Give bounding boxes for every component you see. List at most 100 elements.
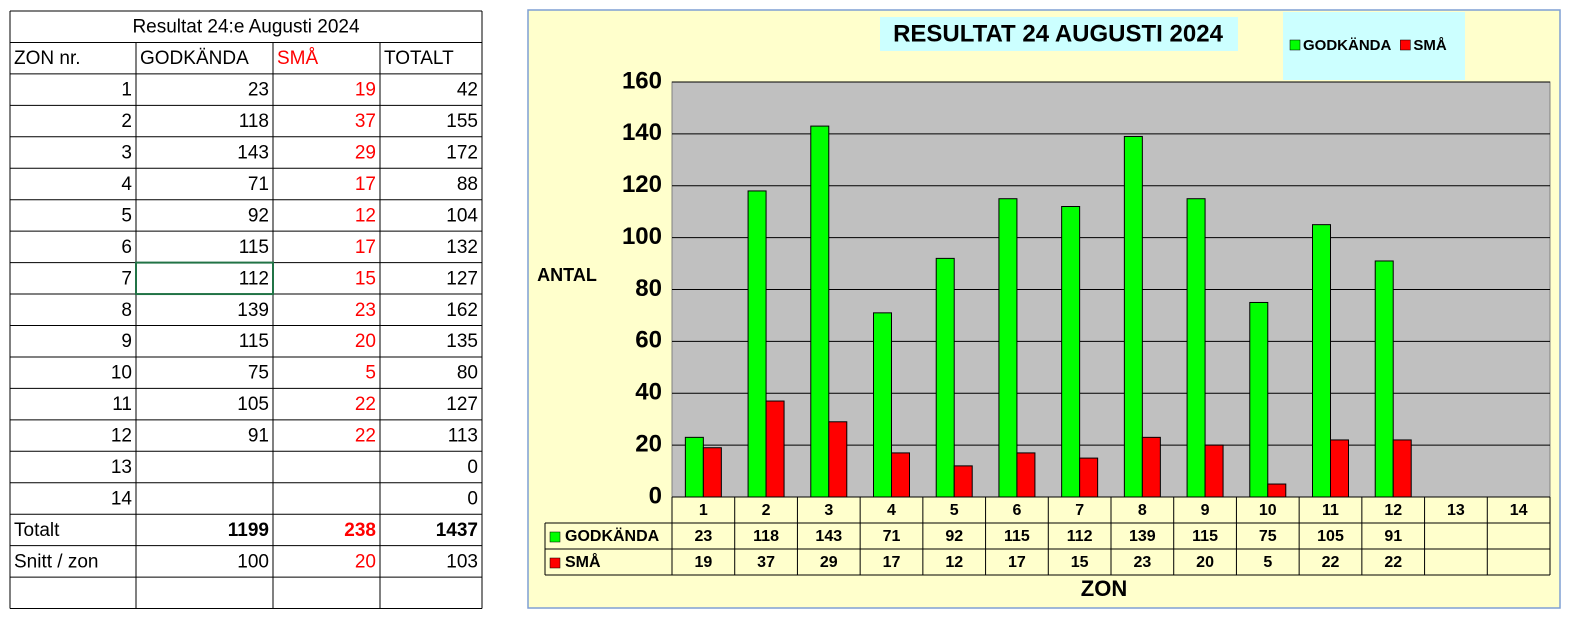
cell-value: 71	[248, 174, 269, 195]
data-label: 75	[1259, 528, 1277, 545]
bar	[1374, 260, 1394, 498]
cell-value: 132	[446, 237, 478, 258]
y-axis-label: ANTAL	[537, 265, 597, 285]
legend-label: SMÅ	[1413, 37, 1447, 54]
bar	[873, 312, 892, 498]
cell-value: 104	[446, 205, 478, 226]
data-label: 71	[883, 528, 901, 545]
cell-value: 10	[111, 363, 132, 384]
cell-value: 8	[121, 300, 132, 321]
bar	[1204, 444, 1224, 498]
cell-value: 20	[355, 331, 376, 352]
cell-value: 42	[457, 80, 478, 101]
bar	[891, 452, 910, 498]
data-label: 112	[1067, 528, 1093, 545]
cell-value: 135	[446, 331, 478, 352]
row-label: Totalt	[14, 520, 60, 541]
y-tick-label: 40	[635, 379, 662, 406]
cell-value: 127	[446, 268, 478, 289]
x-tick-label: 8	[1138, 502, 1147, 519]
bar	[747, 190, 767, 498]
data-label: 118	[753, 528, 779, 545]
x-tick-label: 5	[950, 502, 959, 519]
cell-value: 103	[446, 551, 478, 572]
bar	[1267, 483, 1287, 498]
cell-value: 23	[248, 80, 269, 101]
x-tick-label: 11	[1322, 502, 1339, 519]
legend-key	[1289, 39, 1301, 51]
legend-label: SMÅ	[565, 552, 601, 571]
column-header: SMÅ	[277, 48, 319, 69]
data-label: 105	[1317, 528, 1344, 545]
bar	[684, 436, 704, 498]
y-tick-label: 60	[635, 327, 662, 354]
x-tick-label: 14	[1510, 502, 1528, 519]
bar	[1123, 135, 1143, 498]
bar	[810, 125, 830, 498]
cell-value: 23	[355, 300, 376, 321]
cell-value: 5	[121, 205, 132, 226]
x-tick-label: 13	[1447, 502, 1465, 519]
y-tick-label: 20	[635, 430, 662, 457]
bar	[953, 465, 973, 498]
column-header: TOTALT	[384, 48, 454, 69]
cell-value: 238	[344, 520, 376, 541]
x-tick-label: 7	[1075, 502, 1084, 519]
cell-value: 172	[446, 143, 478, 164]
cell-value: 22	[355, 394, 376, 415]
cell-value: 20	[355, 551, 376, 572]
cell-value: 1199	[228, 520, 269, 541]
bar	[1141, 436, 1161, 498]
x-tick-label: 6	[1012, 502, 1021, 519]
cell-value: 12	[355, 205, 376, 226]
bar	[1061, 206, 1081, 498]
cell-value: 4	[121, 174, 132, 195]
data-label: 5	[1263, 554, 1272, 571]
data-label: 23	[694, 528, 712, 545]
bar	[828, 421, 848, 498]
bar	[765, 400, 785, 498]
cell-value: 17	[355, 174, 376, 195]
cell-value: 112	[239, 268, 269, 289]
x-tick-label: 1	[699, 502, 708, 519]
y-tick-label: 160	[622, 67, 662, 94]
cell-value: 115	[239, 331, 269, 352]
cell-value: 155	[446, 111, 478, 132]
data-label: 115	[1192, 528, 1218, 545]
selected-cell	[135, 261, 274, 296]
cell-value: 22	[355, 426, 376, 447]
cell-value: 17	[355, 237, 376, 258]
cell-value: 100	[237, 551, 269, 572]
bar	[1312, 224, 1331, 498]
cell-value: 127	[446, 394, 478, 415]
bar	[1186, 198, 1206, 498]
data-label: 92	[945, 528, 963, 545]
cell-value: 115	[239, 237, 269, 258]
data-label: 12	[945, 554, 963, 571]
table-title: Resultat 24:e Augusti 2024	[132, 17, 360, 38]
bar	[935, 257, 955, 498]
bar	[1392, 439, 1412, 498]
cell-value: 80	[457, 363, 478, 384]
data-label: 17	[883, 554, 901, 571]
data-label: 15	[1071, 554, 1089, 571]
cell-value: 3	[121, 143, 132, 164]
data-label: 17	[1008, 554, 1026, 571]
bar	[1249, 301, 1269, 498]
cell-value: 118	[239, 111, 269, 132]
legend-box	[1283, 12, 1465, 80]
cell-value: 15	[355, 268, 376, 289]
cell-value: 75	[248, 363, 269, 384]
data-label: 29	[820, 554, 838, 571]
cell-value: 139	[237, 300, 269, 321]
legend-label: GODKÄNDA	[565, 527, 660, 545]
chart-title: RESULTAT 24 AUGUSTI 2024	[893, 20, 1224, 47]
data-label: 20	[1196, 554, 1214, 571]
cell-value: 1437	[436, 520, 478, 541]
y-tick-label: 0	[649, 482, 662, 509]
x-tick-label: 4	[887, 502, 896, 519]
x-tick-label: 9	[1201, 502, 1210, 519]
x-tick-label: 2	[762, 502, 771, 519]
data-label: 19	[694, 554, 712, 571]
